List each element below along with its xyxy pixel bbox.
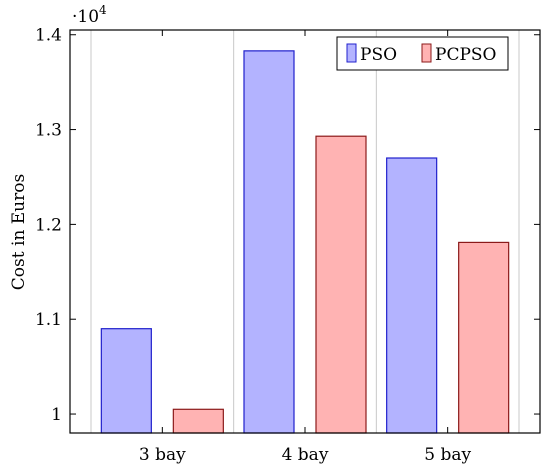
scale-factor-exponent: 4 (99, 3, 107, 17)
y-tick-label: 1 (51, 405, 62, 425)
legend-label-pso: PSO (360, 45, 397, 65)
y-tick-label: 1.4 (35, 26, 62, 46)
legend-swatch-pcpso (421, 43, 432, 63)
x-tick-label: 5 bay (424, 445, 471, 465)
legend-swatch-pso (346, 43, 357, 63)
bar-pso-3-bay (100, 328, 152, 434)
x-tick-label: 3 bay (139, 445, 186, 465)
y-tick-label: 1.1 (35, 310, 62, 330)
bar-pcpso-4-bay (315, 135, 367, 434)
bar-pso-4-bay (243, 50, 295, 434)
scale-factor-base: ·10 (72, 7, 99, 27)
legend: PSO PCPSO (336, 36, 509, 71)
x-axis: 3 bay 4 bay 5 bay (139, 30, 471, 465)
y-axis-title: Cost in Euros (9, 174, 29, 290)
bars (100, 50, 510, 434)
y-tick-label: 1.2 (35, 215, 62, 235)
grid-lines (90, 30, 520, 433)
bar-pcpso-3-bay (172, 408, 224, 434)
bar-pcpso-5-bay (458, 241, 510, 434)
legend-label-pcpso: PCPSO (435, 45, 496, 65)
scale-factor: ·104 (72, 3, 107, 27)
bar-pso-5-bay (386, 157, 438, 434)
y-axis: 1 1.1 1.2 1.3 1.4 (35, 26, 540, 425)
x-tick-label: 4 bay (282, 445, 329, 465)
y-tick-label: 1.3 (35, 121, 62, 141)
